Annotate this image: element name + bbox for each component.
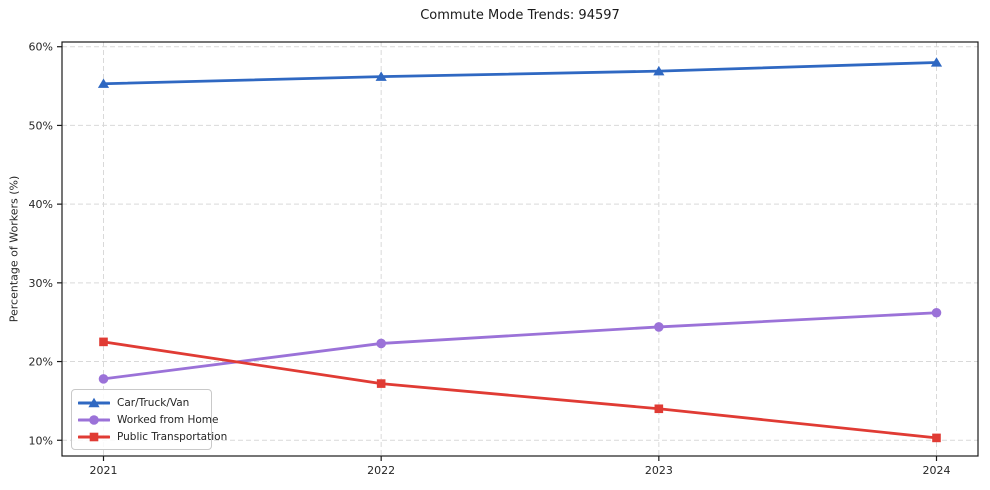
triangle-marker	[97, 78, 110, 88]
circle-marker	[654, 322, 664, 332]
legend: Car/Truck/Van Worked from Home Public Tr…	[71, 389, 227, 450]
legend-item-worked-from-home: Worked from Home	[78, 411, 218, 428]
series-line	[102, 61, 938, 86]
legend-label: Car/Truck/Van	[117, 396, 190, 409]
line-square-marker-icon	[78, 432, 110, 441]
x-tick-label: 2021	[90, 464, 118, 477]
x-tick-label: 2022	[367, 464, 395, 477]
circle-marker	[98, 374, 109, 384]
triangle-marker	[88, 397, 100, 407]
legend-label: Public Transportation	[117, 430, 228, 443]
square-marker	[89, 432, 99, 441]
square-marker	[654, 404, 664, 414]
chart-title: Commute Mode Trends: 94597	[420, 8, 620, 23]
circle-marker	[931, 307, 942, 318]
triangle-marker	[375, 71, 387, 81]
line-triangle-marker-icon	[78, 397, 110, 407]
y-tick-label: 40%	[29, 198, 53, 211]
y-tick-label: 60%	[29, 41, 53, 54]
legend-item-car-truck-van: Car/Truck/Van	[78, 394, 203, 411]
y-tick-label: 10%	[29, 434, 53, 447]
square-marker	[99, 337, 108, 347]
square-marker	[932, 433, 941, 443]
legend-item-public-transportation: Public Transportation	[78, 428, 227, 445]
x-tick-label: 2024	[923, 464, 951, 477]
circle-marker	[89, 414, 99, 425]
series-line	[102, 311, 938, 381]
x-tick-label: 2023	[645, 464, 673, 477]
legend-label: Worked from Home	[117, 413, 219, 426]
y-tick-label: 20%	[29, 356, 53, 369]
triangle-marker	[653, 65, 665, 76]
y-tick-label: 30%	[29, 277, 53, 290]
series-line	[102, 340, 938, 440]
plot-frame	[61, 41, 979, 457]
square-marker	[376, 379, 386, 388]
line-circle-marker-icon	[78, 414, 110, 425]
y-tick-label: 50%	[29, 119, 53, 132]
circle-marker	[376, 338, 386, 349]
triangle-marker	[930, 57, 943, 67]
